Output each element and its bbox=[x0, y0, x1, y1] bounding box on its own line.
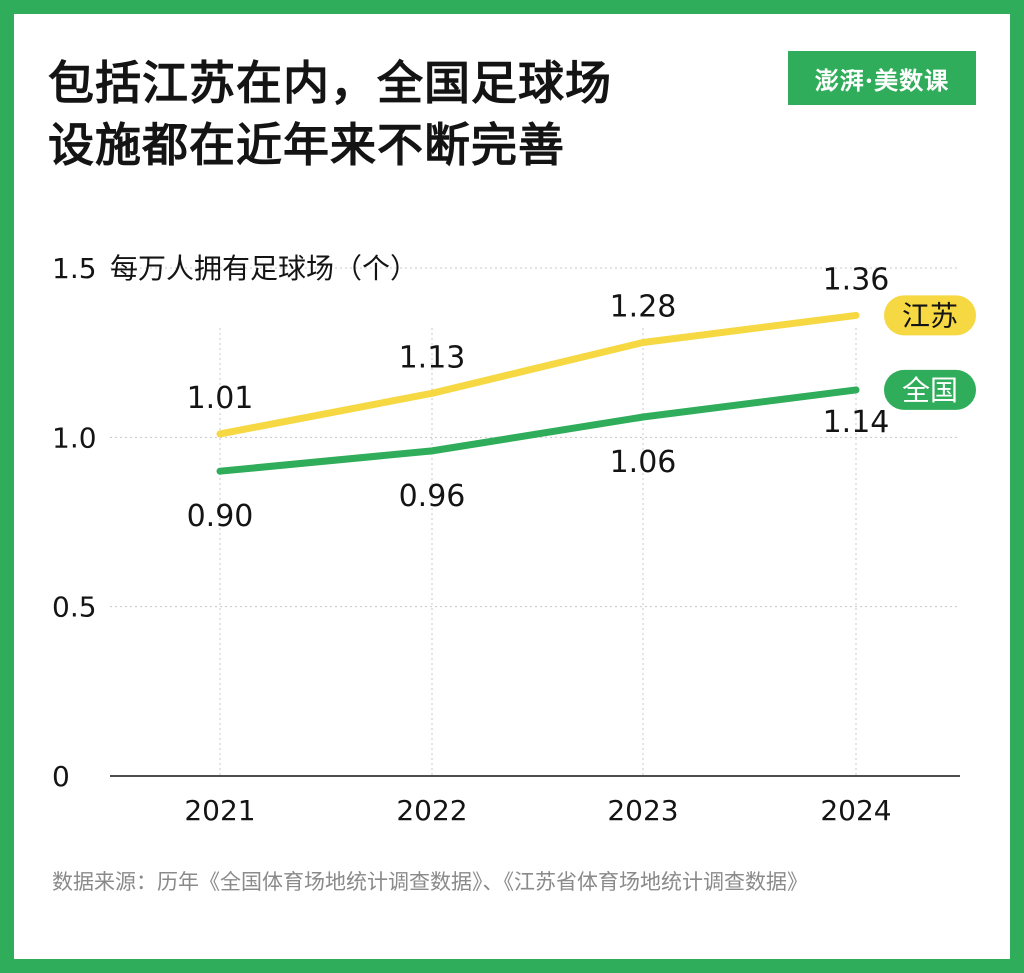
thepaper-logo: 澎湃·美数课 bbox=[788, 51, 976, 105]
data-label: 0.90 bbox=[187, 499, 254, 534]
title-line-1: 包括江苏在内，全国足球场 bbox=[48, 56, 612, 110]
title-line-2: 设施都在近年来不断完善 bbox=[48, 118, 565, 172]
series-line-jiangsu bbox=[216, 311, 860, 438]
y-axis-title: 每万人拥有足球场（个） bbox=[110, 252, 418, 285]
series-line-national bbox=[216, 386, 860, 475]
legend-item-national: 全国 bbox=[884, 369, 976, 410]
data-source-note: 数据来源：历年《全国体育场地统计调查数据》、《江苏省体育场地统计调查数据》 bbox=[52, 870, 808, 894]
data-label: 1.28 bbox=[610, 290, 677, 325]
data-label: 1.14 bbox=[823, 405, 890, 440]
data-label: 1.36 bbox=[823, 262, 890, 297]
legend-pill bbox=[884, 295, 976, 336]
legend-label: 江苏 bbox=[902, 299, 958, 332]
x-tick-label: 2023 bbox=[607, 794, 678, 827]
legend-item-jiangsu: 江苏 bbox=[884, 295, 976, 336]
series-layer bbox=[216, 311, 860, 475]
data-label: 1.13 bbox=[399, 340, 466, 375]
legend-label: 全国 bbox=[902, 374, 958, 407]
y-tick-label: 1.5 bbox=[52, 252, 97, 285]
data-label: 1.01 bbox=[187, 381, 254, 416]
data-label: 0.96 bbox=[399, 479, 466, 514]
data-label: 1.06 bbox=[610, 445, 677, 480]
legend-pill bbox=[884, 369, 976, 410]
axis-layer: 0 0.5 1.0 1.5 每万人拥有足球场（个） 2021 2022 2023 2024 bbox=[52, 252, 960, 827]
data-label-layer: 1.01 1.13 1.28 1.36 0.90 0.96 1.06 1.14 bbox=[187, 262, 890, 534]
x-tick-label: 2024 bbox=[820, 794, 891, 827]
y-tick-label: 1.0 bbox=[52, 421, 97, 454]
chart-title: 包括江苏在内，全国足球场 设施都在近年来不断完善 bbox=[48, 52, 612, 176]
y-tick-label: 0.5 bbox=[52, 591, 97, 624]
x-tick-label: 2021 bbox=[184, 794, 255, 827]
x-tick-label: 2022 bbox=[396, 794, 467, 827]
y-tick-label: 0 bbox=[52, 760, 70, 793]
